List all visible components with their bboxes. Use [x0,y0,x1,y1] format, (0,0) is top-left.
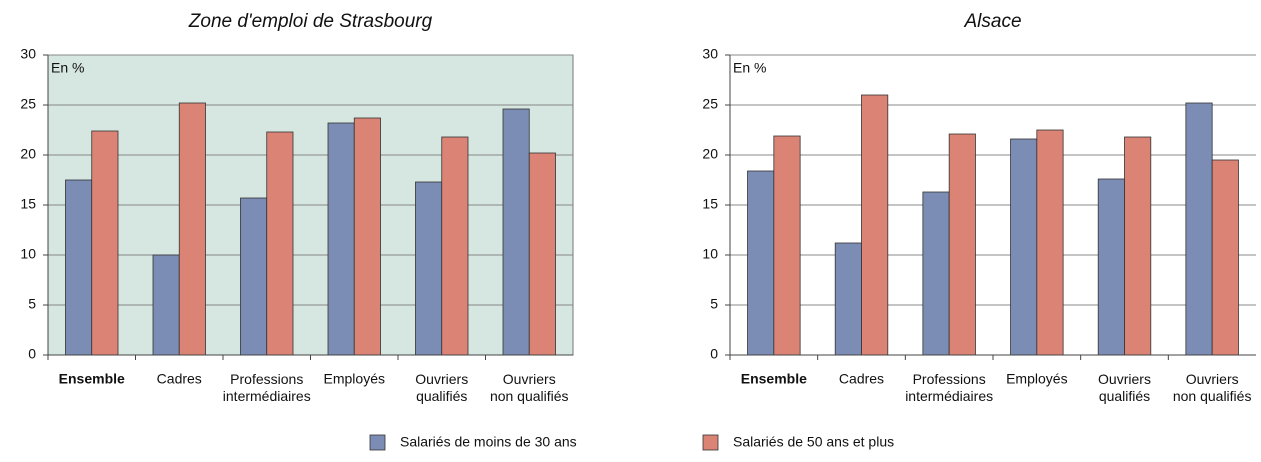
x-tick-label: Ouvriers non qualifiés [1173,371,1252,404]
bar [1211,159,1239,356]
legend-label: Salariés de moins de 30 ans [400,434,577,450]
bar [1124,136,1152,356]
x-tick-label: Employés [324,371,385,387]
x-tick-label: Cadres [839,371,884,387]
bar [441,136,469,356]
bar [327,122,355,356]
x-tick-label: Employés [1006,371,1067,387]
bar [152,254,180,356]
x-tick-label: Cadres [157,371,202,387]
x-tick-label: Ouvriers non qualifiés [490,371,569,404]
bar [266,131,294,356]
bar [747,170,775,356]
annotation: En % [733,60,766,76]
bar [1185,102,1213,356]
y-tick-label: 5 [28,296,36,312]
y-tick-label: 5 [710,296,718,312]
y-tick-label: 30 [20,46,36,62]
y-tick-label: 0 [710,346,718,362]
legend-swatch [702,434,719,451]
y-tick-label: 10 [20,246,36,262]
bar [1036,129,1064,356]
y-tick-label: 25 [20,96,36,112]
y-tick-label: 20 [20,146,36,162]
chart-title: Zone d'emploi de Strasbourg [188,11,433,32]
y-tick-label: 15 [702,196,718,212]
y-tick-label: 0 [28,346,36,362]
y-tick-label: 15 [20,196,36,212]
bar [502,108,530,356]
legend-label: Salariés de 50 ans et plus [733,434,894,450]
bar [91,130,119,356]
bar [65,179,93,356]
x-tick-label: Ensemble [741,371,807,387]
bar [834,242,862,356]
y-tick-label: 10 [702,246,718,262]
x-tick-label: Professions intermédiaires [905,371,993,404]
bar [1010,138,1038,356]
y-tick-label: 25 [702,96,718,112]
y-tick-label: 30 [702,46,718,62]
x-tick-label: Ouvriers qualifiés [415,371,468,404]
bar [861,94,889,356]
bar [948,133,976,356]
x-tick-label: Professions intermédiaires [223,371,311,404]
bar [178,102,206,356]
annotation: En % [51,60,84,76]
bar [773,135,801,356]
x-tick-label: Ensemble [59,371,125,387]
bar [1097,178,1125,356]
y-tick-label: 20 [702,146,718,162]
legend-swatch [369,434,386,451]
bar [353,117,381,356]
bar [240,197,268,356]
bar [922,191,950,356]
chart-title: Alsace [963,11,1021,32]
bar [415,181,443,356]
bar [528,152,556,356]
x-tick-label: Ouvriers qualifiés [1098,371,1151,404]
